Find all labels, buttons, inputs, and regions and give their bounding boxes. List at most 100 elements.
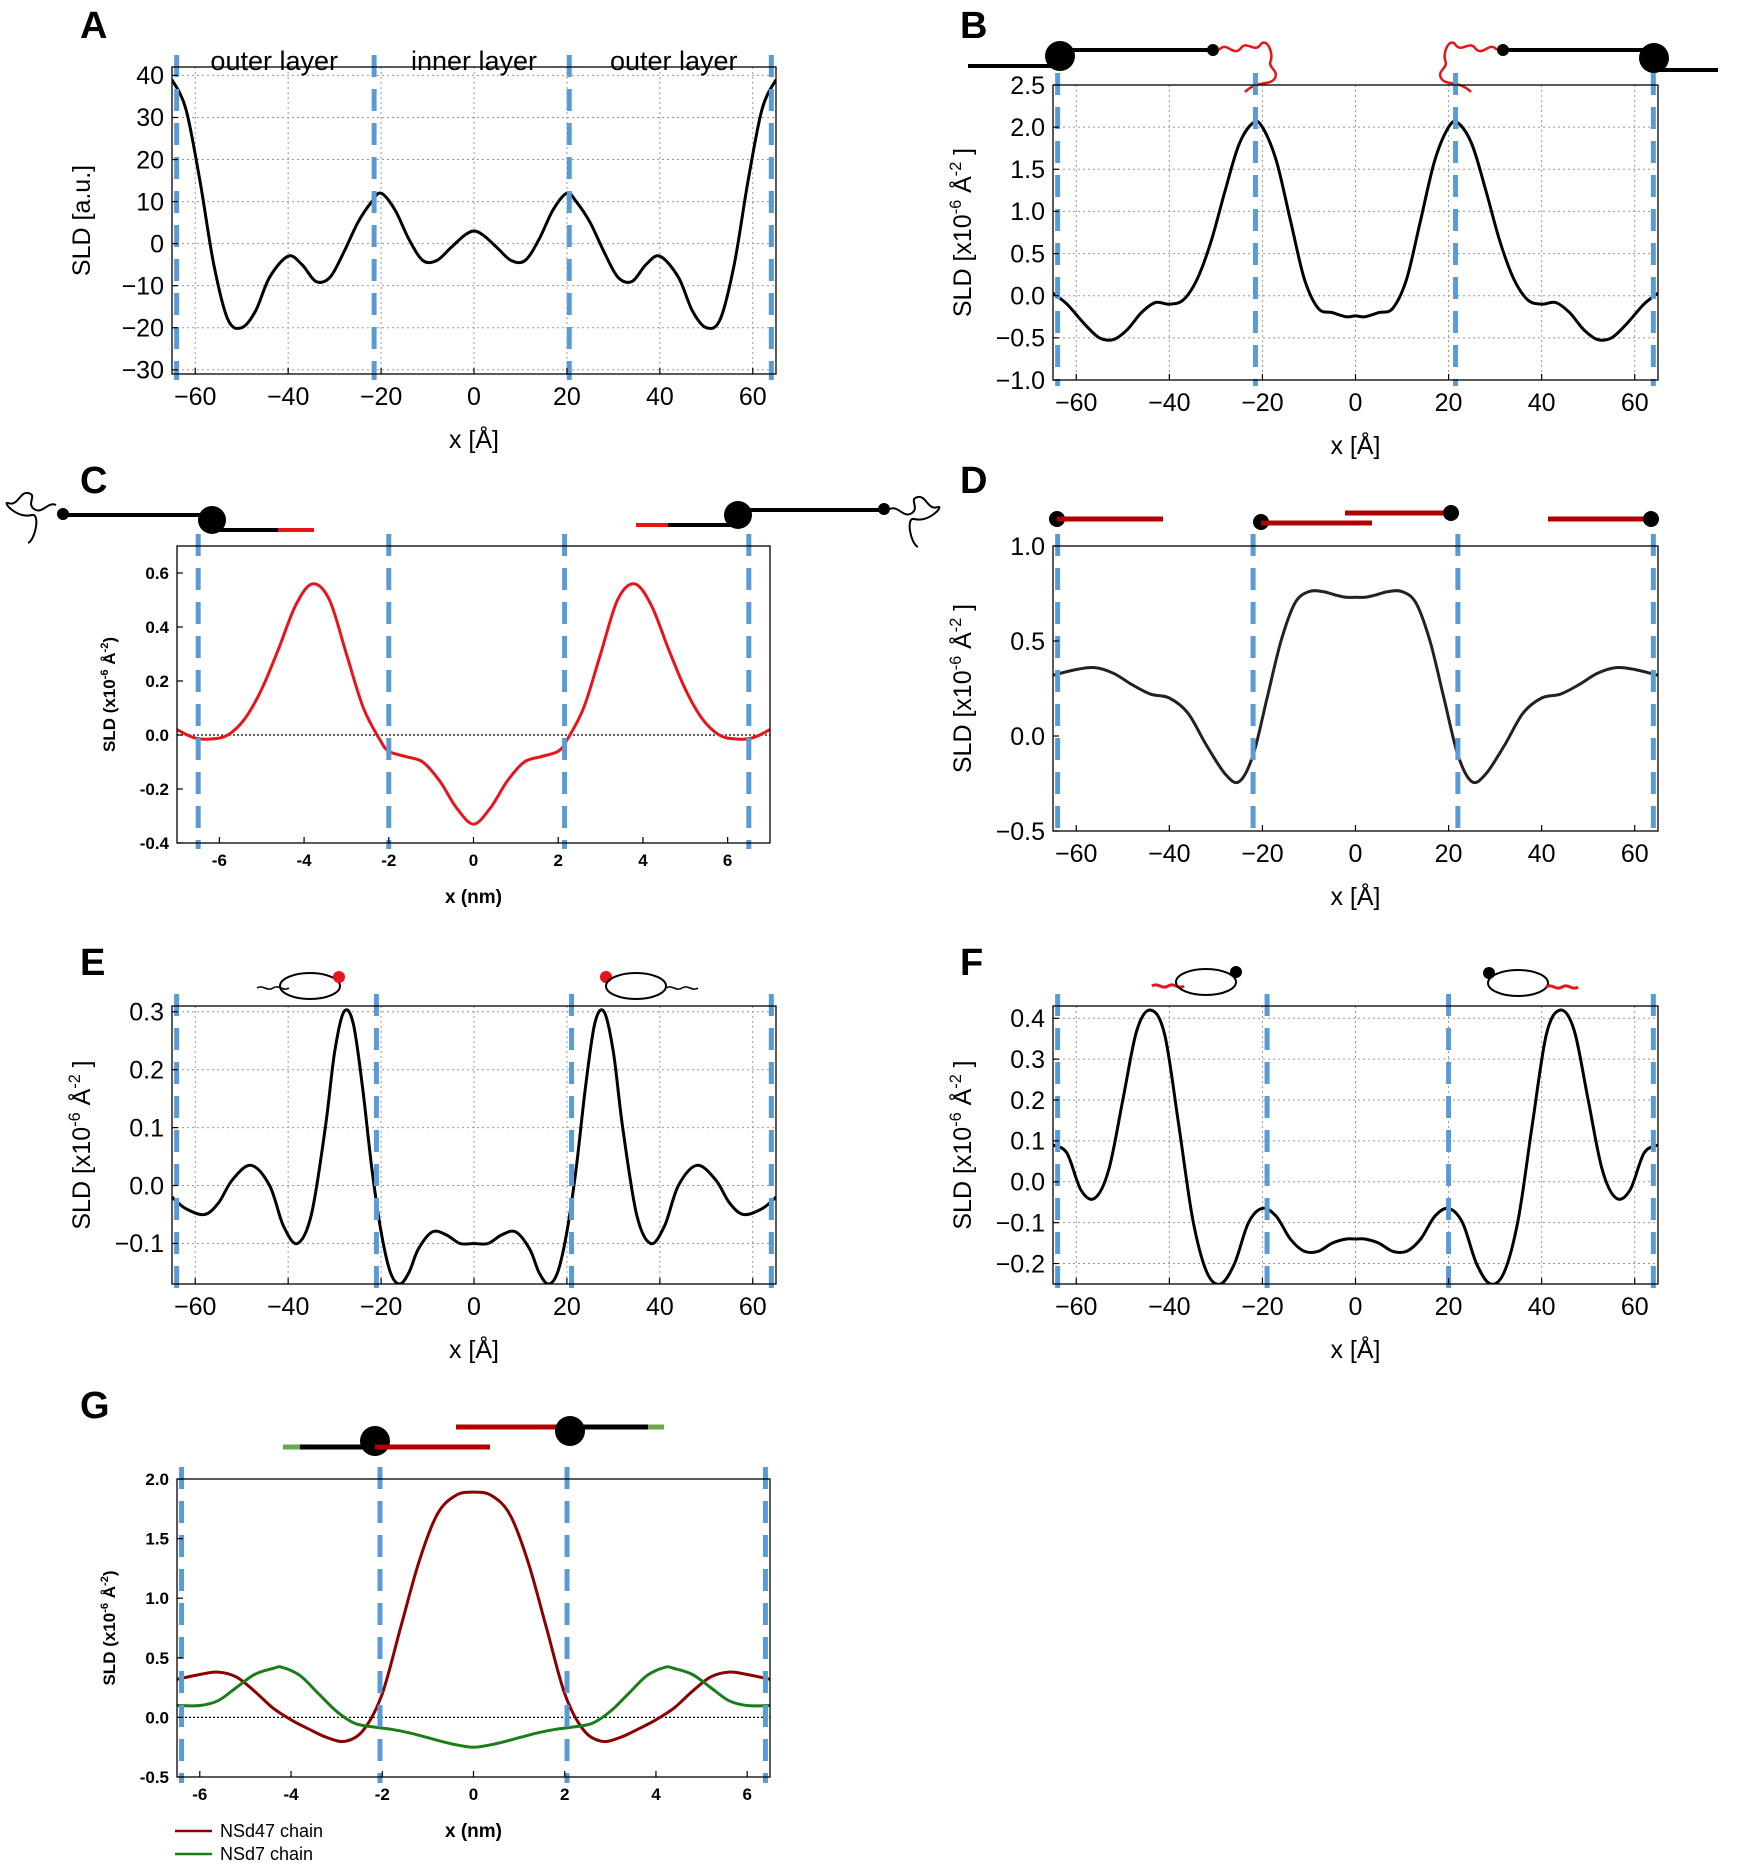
panel-label: G xyxy=(80,1385,110,1427)
region-label: outer layer xyxy=(210,46,338,76)
region-label: inner layer xyxy=(411,46,537,76)
y-axis-label: SLD (x10-6 Å-2) xyxy=(99,1570,119,1685)
y-tick-label: 0.3 xyxy=(129,999,164,1027)
x-tick-label: 2 xyxy=(553,851,562,870)
chart-a: A −60 −40 −20 0 20 40 60 −30 −20 −10 0 10 20 30 40 x [Å]… xyxy=(68,5,777,454)
x-tick-label: 20 xyxy=(1435,840,1463,868)
x-tick-label: 6 xyxy=(723,851,732,870)
y-tick-label: 0.6 xyxy=(145,564,169,583)
x-tick-label: −40 xyxy=(267,1293,309,1321)
y-tick-label: -0.5 xyxy=(140,1768,169,1787)
plot-frame xyxy=(176,1478,771,1778)
series-line-nsd47-chain xyxy=(177,1490,770,1744)
chart-e: E −60 −40 −20 0 20 40 60 −0.1 0.0 0.1 0.2 0.3 x [Å] SL… xyxy=(66,942,777,1364)
x-tick-label: −40 xyxy=(1148,389,1190,417)
panel-label: B xyxy=(960,5,987,47)
y-tick-label: 0.0 xyxy=(1010,723,1045,751)
chart-f: F −60 −40 −20 0 20 40 60 −0.2 −0.1 0.0 0.1 0.2 0.3 0.4… xyxy=(947,942,1659,1364)
y-axis-label: SLD [x10-6 Å-2 ] xyxy=(947,1060,977,1229)
y-tick-label: 2.5 xyxy=(1010,72,1045,100)
y-tick-label: −0.5 xyxy=(996,818,1045,846)
x-tick-label: 20 xyxy=(1435,1293,1463,1321)
x-tick-label: 0 xyxy=(469,851,478,870)
cartoon-c xyxy=(5,491,941,548)
y-tick-label: 0.2 xyxy=(1010,1087,1045,1115)
x-axis-label: x [Å] xyxy=(1330,430,1380,460)
y-tick-label: 0.0 xyxy=(145,1708,169,1727)
x-tick-label: −20 xyxy=(1241,389,1283,417)
series-line-sld xyxy=(177,582,770,826)
panel-label: E xyxy=(80,942,105,984)
x-tick-label: -6 xyxy=(192,1785,207,1804)
y-tick-label: −10 xyxy=(122,272,164,300)
x-tick-label: -6 xyxy=(212,851,227,870)
x-tick-label: -4 xyxy=(283,1785,299,1804)
y-tick-label: 0.0 xyxy=(129,1172,164,1200)
series-line-sld xyxy=(172,78,776,330)
x-tick-label: 0 xyxy=(467,1293,481,1321)
panel-label: A xyxy=(80,5,107,47)
x-tick-label: -2 xyxy=(381,851,396,870)
x-tick-label: 4 xyxy=(638,851,648,870)
x-tick-label: −40 xyxy=(1148,1293,1190,1321)
x-tick-label: −60 xyxy=(174,1293,216,1321)
x-tick-label: 60 xyxy=(1621,389,1649,417)
series-line-sld xyxy=(1053,1008,1658,1284)
cartoon-e xyxy=(256,971,699,1000)
plot-frame xyxy=(176,545,771,844)
legend-label: NSd7 chain xyxy=(220,1844,313,1864)
x-tick-label: −60 xyxy=(174,383,216,411)
x-tick-label: 60 xyxy=(739,383,767,411)
x-tick-label: 20 xyxy=(1435,389,1463,417)
plot-frame xyxy=(1052,545,1659,832)
y-axis-label: SLD [x10-6 Å-2 ] xyxy=(947,148,977,317)
y-tick-label: 1.0 xyxy=(145,1589,169,1608)
x-tick-label: 40 xyxy=(646,383,674,411)
x-tick-label: 0 xyxy=(469,1785,478,1804)
y-tick-label: 40 xyxy=(136,62,164,90)
y-tick-label: -0.2 xyxy=(140,780,169,799)
x-tick-label: −60 xyxy=(1055,840,1097,868)
x-tick-label: 40 xyxy=(1528,1293,1556,1321)
y-tick-label: 0.4 xyxy=(1010,1005,1045,1033)
y-tick-label: 0.2 xyxy=(145,672,169,691)
x-tick-label: -4 xyxy=(297,851,313,870)
legend-label: NSd47 chain xyxy=(220,1821,323,1841)
y-tick-label: 0.5 xyxy=(1010,628,1045,656)
x-tick-label: 40 xyxy=(646,1293,674,1321)
series-line-sld xyxy=(1053,589,1658,785)
y-tick-label: −0.1 xyxy=(996,1209,1045,1237)
y-tick-label: 0.5 xyxy=(145,1649,169,1668)
y-tick-label: 2.0 xyxy=(145,1470,169,1489)
x-axis-label: x [Å] xyxy=(449,1334,499,1364)
x-tick-label: 4 xyxy=(651,1785,661,1804)
series-line-sld xyxy=(1053,119,1658,342)
cartoon-d xyxy=(1049,505,1659,530)
chart-g: G -6 -4 -2 0 2 4 6 -0.5 0.0 0.5 1.0 1.5 2.0 x (nm) SLD … xyxy=(80,1385,771,1864)
y-axis-label: SLD [x10-6 Å-2 ] xyxy=(947,604,977,773)
x-tick-label: −60 xyxy=(1055,389,1097,417)
x-axis-label: x (nm) xyxy=(445,1821,502,1842)
y-axis-label: SLD (x10-6 Å-2) xyxy=(99,637,119,752)
y-tick-label: 30 xyxy=(136,104,164,132)
x-tick-label: 20 xyxy=(553,1293,581,1321)
x-tick-label: −20 xyxy=(1241,1293,1283,1321)
x-axis-label: x [Å] xyxy=(1330,881,1380,911)
y-tick-label: 0 xyxy=(150,230,164,258)
chart-c: C -6 -4 -2 0 2 4 6 -0.4 -0.2 0.0 0.2 0.4 0.6 x (nm) SLD… xyxy=(80,460,771,908)
y-tick-label: −0.2 xyxy=(996,1250,1045,1278)
x-tick-label: 0 xyxy=(467,383,481,411)
y-tick-label: 0.0 xyxy=(1010,282,1045,310)
chart-b: B −60 −40 −20 0 20 40 60 −1.0 −0.5 0.0 0.5 1.0 1.5 2.0… xyxy=(947,5,1659,460)
y-tick-label: 1.0 xyxy=(1010,533,1045,561)
series-line-nsd7-chain xyxy=(177,1665,770,1749)
x-tick-label: −60 xyxy=(1055,1293,1097,1321)
y-tick-label: 1.5 xyxy=(1010,156,1045,184)
y-tick-label: 0.2 xyxy=(129,1056,164,1084)
y-tick-label: 1.0 xyxy=(1010,198,1045,226)
panel-label: D xyxy=(960,460,987,502)
x-tick-label: 40 xyxy=(1528,840,1556,868)
y-tick-label: 10 xyxy=(136,188,164,216)
x-tick-label: 0 xyxy=(1349,1293,1363,1321)
